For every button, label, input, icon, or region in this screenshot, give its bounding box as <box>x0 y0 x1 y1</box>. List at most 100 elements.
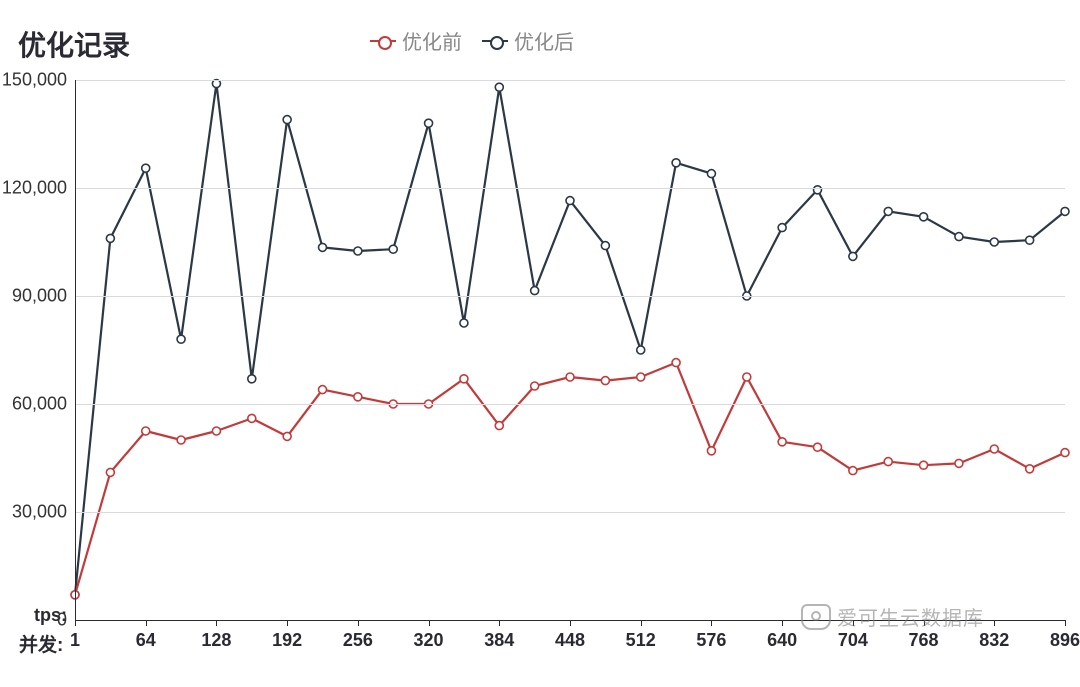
x-tick <box>641 620 642 626</box>
series-marker <box>283 432 291 440</box>
series-marker <box>637 373 645 381</box>
x-tick <box>287 620 288 626</box>
series-marker <box>849 467 857 475</box>
x-tick <box>216 620 217 626</box>
y-tick-label: 0 <box>57 610 67 631</box>
series-marker <box>177 335 185 343</box>
series-marker <box>354 393 362 401</box>
x-tick <box>1065 620 1066 626</box>
series-marker <box>425 119 433 127</box>
series-marker <box>495 83 503 91</box>
series-marker <box>566 373 574 381</box>
legend-label-after: 优化后 <box>514 26 574 55</box>
x-tick-label: 256 <box>343 630 373 651</box>
series-marker <box>1026 465 1034 473</box>
legend-item-after: 优化后 <box>482 26 574 55</box>
series-marker <box>389 245 397 253</box>
series-marker <box>920 213 928 221</box>
series-marker <box>955 233 963 241</box>
x-tick <box>782 620 783 626</box>
x-tick-label: 384 <box>484 630 514 651</box>
series-marker <box>707 447 715 455</box>
gridline <box>75 296 1065 297</box>
x-tick <box>570 620 571 626</box>
series-marker <box>743 373 751 381</box>
series-marker <box>672 359 680 367</box>
series-marker <box>495 422 503 430</box>
x-tick <box>75 620 76 626</box>
series-line <box>75 84 1065 595</box>
series-marker <box>637 346 645 354</box>
series-marker <box>884 458 892 466</box>
chart-container: 优化记录 优化前 优化后 tps: 并发: 030,00060,00090,00… <box>0 0 1080 687</box>
series-marker <box>990 238 998 246</box>
series-marker <box>106 234 114 242</box>
series-marker <box>460 319 468 327</box>
series-marker <box>106 468 114 476</box>
y-tick-label: 60,000 <box>12 394 67 415</box>
series-marker <box>1061 449 1069 457</box>
x-tick-label: 704 <box>838 630 868 651</box>
x-tick-label: 832 <box>979 630 1009 651</box>
legend-label-before: 优化前 <box>402 26 462 55</box>
legend-item-before: 优化前 <box>370 26 462 55</box>
gridline <box>75 80 1065 81</box>
x-tick-label: 192 <box>272 630 302 651</box>
series-marker <box>778 224 786 232</box>
x-tick <box>146 620 147 626</box>
series-marker <box>319 243 327 251</box>
series-marker <box>601 377 609 385</box>
series-marker <box>672 159 680 167</box>
x-tick <box>358 620 359 626</box>
x-tick-label: 640 <box>767 630 797 651</box>
x-tick-label: 1 <box>70 630 80 651</box>
x-tick-label: 896 <box>1050 630 1080 651</box>
gridline <box>75 404 1065 405</box>
x-tick-label: 320 <box>414 630 444 651</box>
legend: 优化前 优化后 <box>370 26 574 55</box>
series-marker <box>955 459 963 467</box>
series-marker <box>212 427 220 435</box>
x-tick <box>429 620 430 626</box>
series-marker <box>142 427 150 435</box>
series-marker <box>248 414 256 422</box>
series-marker <box>319 386 327 394</box>
series-marker <box>142 164 150 172</box>
series-marker <box>566 197 574 205</box>
wechat-icon <box>801 604 831 630</box>
series-marker <box>920 461 928 469</box>
x-tick-label: 128 <box>201 630 231 651</box>
x-tick-label: 768 <box>909 630 939 651</box>
y-axis-line <box>75 80 76 620</box>
series-marker <box>460 375 468 383</box>
y-tick-label: 30,000 <box>12 502 67 523</box>
series-marker <box>1061 207 1069 215</box>
y-tick-label: 150,000 <box>2 70 67 91</box>
chart-title: 优化记录 <box>18 24 130 64</box>
chart-svg <box>75 80 1065 620</box>
series-marker <box>354 247 362 255</box>
plot-area: tps: 并发: 030,00060,00090,000120,000150,0… <box>75 80 1065 620</box>
watermark: 爱可生云数据库 <box>801 602 984 631</box>
series-marker <box>531 382 539 390</box>
x-tick-label: 512 <box>626 630 656 651</box>
x-tick <box>499 620 500 626</box>
series-marker <box>248 375 256 383</box>
x-axis-title: 并发: <box>19 630 63 657</box>
series-marker <box>814 186 822 194</box>
series-marker <box>884 207 892 215</box>
series-marker <box>849 252 857 260</box>
watermark-text: 爱可生云数据库 <box>837 602 984 631</box>
gridline <box>75 188 1065 189</box>
x-tick-label: 576 <box>696 630 726 651</box>
series-marker <box>283 116 291 124</box>
series-marker <box>1026 236 1034 244</box>
series-marker <box>531 287 539 295</box>
series-marker <box>177 436 185 444</box>
series-marker <box>814 443 822 451</box>
series-marker <box>707 170 715 178</box>
x-tick-label: 448 <box>555 630 585 651</box>
x-tick-label: 64 <box>136 630 156 651</box>
y-tick-label: 120,000 <box>2 178 67 199</box>
x-tick <box>994 620 995 626</box>
